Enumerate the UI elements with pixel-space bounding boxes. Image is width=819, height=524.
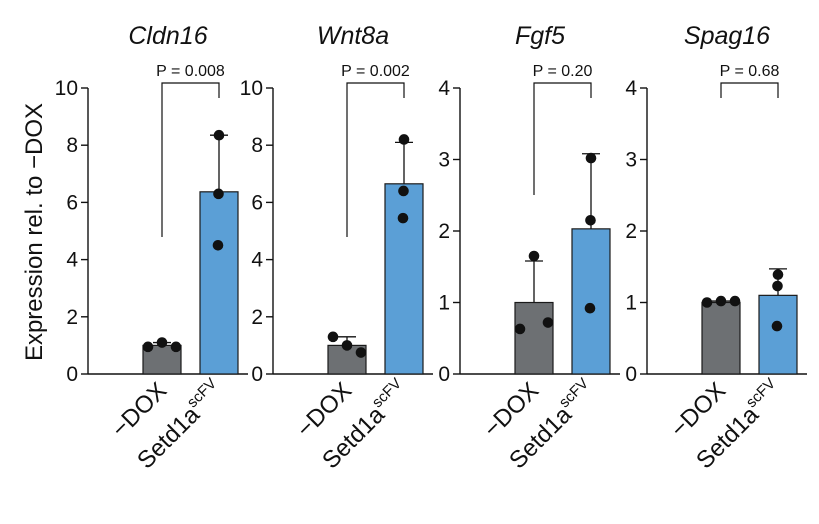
data-point — [542, 317, 554, 328]
data-point — [397, 212, 409, 224]
p-value-label: P = 0.008 — [156, 63, 225, 80]
significance-bracket — [161, 82, 220, 237]
p-value-label: P = 0.002 — [341, 63, 410, 80]
data-point — [213, 188, 224, 200]
y-tick-label: 4 — [625, 77, 637, 100]
bar — [701, 301, 741, 375]
data-point — [585, 214, 596, 226]
bar — [758, 294, 798, 375]
data-point — [142, 341, 154, 353]
bar — [571, 228, 611, 375]
data-point — [327, 331, 339, 343]
y-tick-label: 3 — [625, 149, 637, 172]
y-tick-label: 1 — [625, 292, 637, 315]
p-value-label: P = 0.20 — [533, 63, 593, 80]
y-tick-label: 3 — [438, 149, 450, 172]
data-point — [771, 320, 783, 332]
panel-title: Spag16 — [684, 22, 770, 50]
y-tick-label: 8 — [66, 134, 78, 157]
y-tick-label: 2 — [66, 306, 78, 329]
data-point — [528, 250, 540, 262]
data-point — [715, 295, 727, 307]
data-point — [772, 269, 784, 280]
panel-title: Cldn16 — [128, 22, 207, 50]
y-tick-label: 4 — [438, 77, 450, 100]
significance-bracket — [720, 82, 779, 98]
data-point — [701, 297, 713, 308]
y-tick-label: 6 — [251, 191, 263, 214]
panel-title: Wnt8a — [317, 22, 389, 50]
data-point — [341, 340, 353, 351]
y-tick-label: 2 — [251, 306, 263, 329]
data-point — [170, 341, 182, 353]
data-point — [398, 134, 410, 145]
data-point — [213, 129, 225, 141]
bar — [384, 183, 424, 375]
data-point — [729, 295, 741, 307]
data-point — [514, 323, 526, 335]
y-tick-label: 10 — [55, 77, 78, 100]
significance-bracket — [346, 82, 405, 237]
data-point — [212, 240, 224, 251]
data-point — [355, 347, 367, 358]
y-tick-label: 1 — [438, 292, 450, 315]
category-superscript: scFV — [556, 375, 592, 411]
bar — [199, 191, 239, 375]
y-tick-label: 2 — [625, 220, 637, 243]
data-point — [398, 185, 409, 197]
y-axis-label: Expression rel. to −DOX — [21, 103, 48, 361]
y-tick-label: 6 — [66, 191, 78, 214]
p-value-label: P = 0.68 — [720, 63, 780, 80]
bar — [514, 301, 554, 375]
data-point — [156, 337, 168, 348]
y-tick-label: 4 — [251, 249, 263, 272]
category-superscript: scFV — [743, 375, 779, 411]
y-tick-label: 4 — [66, 249, 78, 272]
y-tick-label: 8 — [251, 134, 263, 157]
data-point — [585, 152, 597, 164]
category-superscript: scFV — [184, 375, 220, 411]
data-point — [772, 280, 783, 292]
y-tick-label: 10 — [240, 77, 263, 100]
y-tick-label: 0 — [66, 363, 78, 386]
panel-title: Fgf5 — [515, 22, 565, 50]
significance-bracket — [533, 82, 592, 195]
y-tick-label: 0 — [438, 363, 450, 386]
data-point — [584, 302, 596, 314]
y-tick-label: 0 — [251, 363, 263, 386]
y-tick-label: 2 — [438, 220, 450, 243]
y-tick-label: 0 — [625, 363, 637, 386]
category-superscript: scFV — [369, 375, 405, 411]
